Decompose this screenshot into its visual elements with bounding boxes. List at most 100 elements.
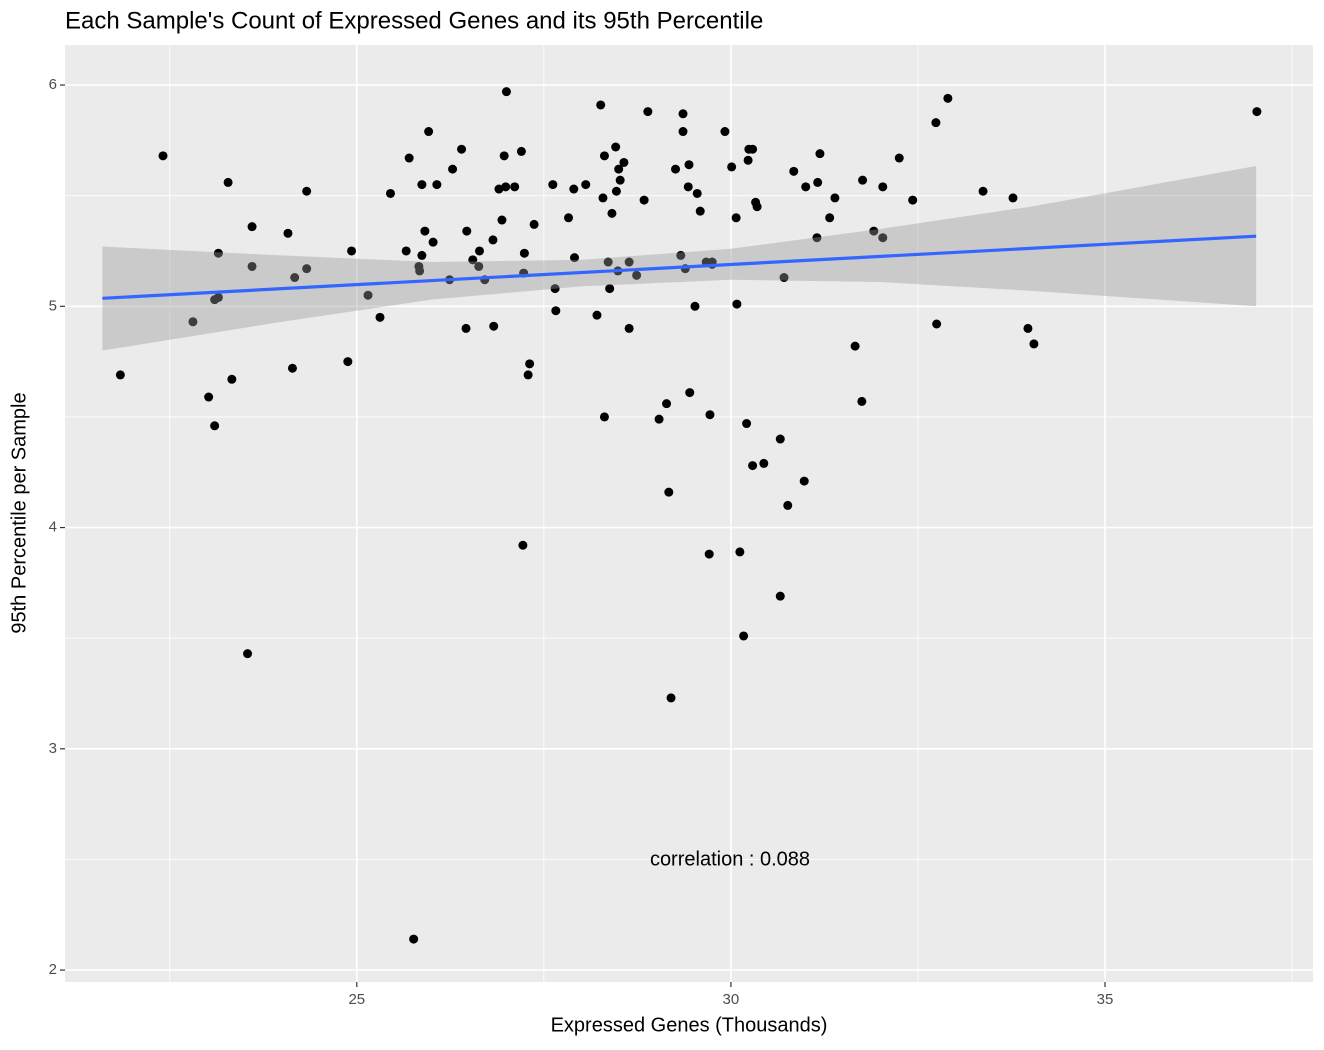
point — [731, 213, 741, 223]
y-tick-label: 6 — [49, 76, 57, 93]
point — [614, 164, 624, 174]
point — [1252, 107, 1262, 117]
point — [599, 412, 609, 422]
point — [213, 292, 223, 302]
annotation: correlation : 0.088 — [650, 848, 810, 870]
x-tick-label: 30 — [723, 991, 740, 1008]
point — [783, 500, 793, 510]
point — [611, 142, 621, 152]
point — [662, 399, 672, 409]
point — [548, 180, 558, 190]
point — [247, 261, 257, 271]
point — [858, 175, 868, 185]
chart-title: Each Sample's Count of Expressed Genes a… — [65, 7, 763, 34]
point — [801, 182, 811, 192]
point — [720, 127, 730, 137]
point — [570, 253, 580, 263]
point — [830, 193, 840, 203]
trend-line — [102, 234, 1257, 300]
point — [474, 261, 484, 271]
point — [605, 284, 615, 294]
point — [735, 547, 745, 557]
point — [488, 235, 498, 245]
point — [815, 149, 825, 159]
point — [624, 323, 634, 333]
point — [415, 266, 425, 276]
point — [409, 934, 419, 944]
point — [742, 419, 752, 429]
point — [678, 109, 688, 119]
point — [664, 487, 674, 497]
point — [743, 155, 753, 165]
point — [475, 246, 485, 256]
point — [497, 215, 507, 225]
y-axis-label: 95th Percentile per Sample — [8, 392, 30, 633]
point — [894, 153, 904, 163]
point — [739, 631, 749, 641]
point — [695, 206, 705, 216]
point — [529, 219, 539, 229]
y-tick-label: 2 — [49, 961, 57, 978]
point — [592, 310, 602, 320]
point — [523, 370, 533, 380]
y-tick-label: 5 — [49, 297, 57, 314]
point — [779, 273, 789, 283]
point — [448, 164, 458, 174]
point — [424, 127, 434, 137]
point — [501, 87, 511, 97]
point — [690, 301, 700, 311]
point — [283, 228, 293, 238]
point — [525, 359, 535, 369]
point — [599, 151, 609, 161]
point — [158, 151, 168, 161]
point — [775, 591, 785, 601]
point — [931, 118, 941, 128]
point — [624, 257, 634, 267]
point — [489, 321, 499, 331]
point — [227, 374, 237, 384]
point — [775, 434, 785, 444]
point — [210, 421, 220, 431]
point — [551, 306, 561, 316]
point — [654, 414, 664, 424]
point — [247, 222, 257, 232]
point — [598, 193, 608, 203]
point — [671, 164, 681, 174]
point — [759, 458, 769, 468]
point — [564, 213, 574, 223]
point — [510, 182, 520, 192]
point — [596, 100, 606, 110]
point — [704, 549, 714, 559]
point — [302, 264, 312, 274]
point — [615, 175, 625, 185]
point — [499, 151, 509, 161]
point — [643, 107, 653, 117]
point — [550, 284, 560, 294]
point — [752, 202, 762, 212]
point — [213, 248, 223, 258]
x-axis-label: Expressed Genes (Thousands) — [551, 1014, 828, 1036]
point — [692, 188, 702, 198]
point — [581, 180, 591, 190]
point — [347, 246, 357, 256]
point — [569, 184, 579, 194]
point — [857, 396, 867, 406]
point — [457, 144, 467, 154]
point — [878, 233, 888, 243]
grid: 25 30 35 2 3 4 5 6 — [49, 45, 1313, 1008]
point — [243, 649, 253, 659]
point — [943, 93, 953, 103]
point — [417, 250, 427, 260]
point — [748, 144, 758, 154]
point — [223, 177, 233, 187]
point — [432, 180, 442, 190]
point — [401, 246, 411, 256]
point — [1029, 339, 1039, 349]
point — [685, 388, 695, 398]
point — [420, 226, 430, 236]
point — [343, 357, 353, 367]
point — [683, 182, 693, 192]
point — [812, 233, 822, 243]
point — [204, 392, 214, 402]
